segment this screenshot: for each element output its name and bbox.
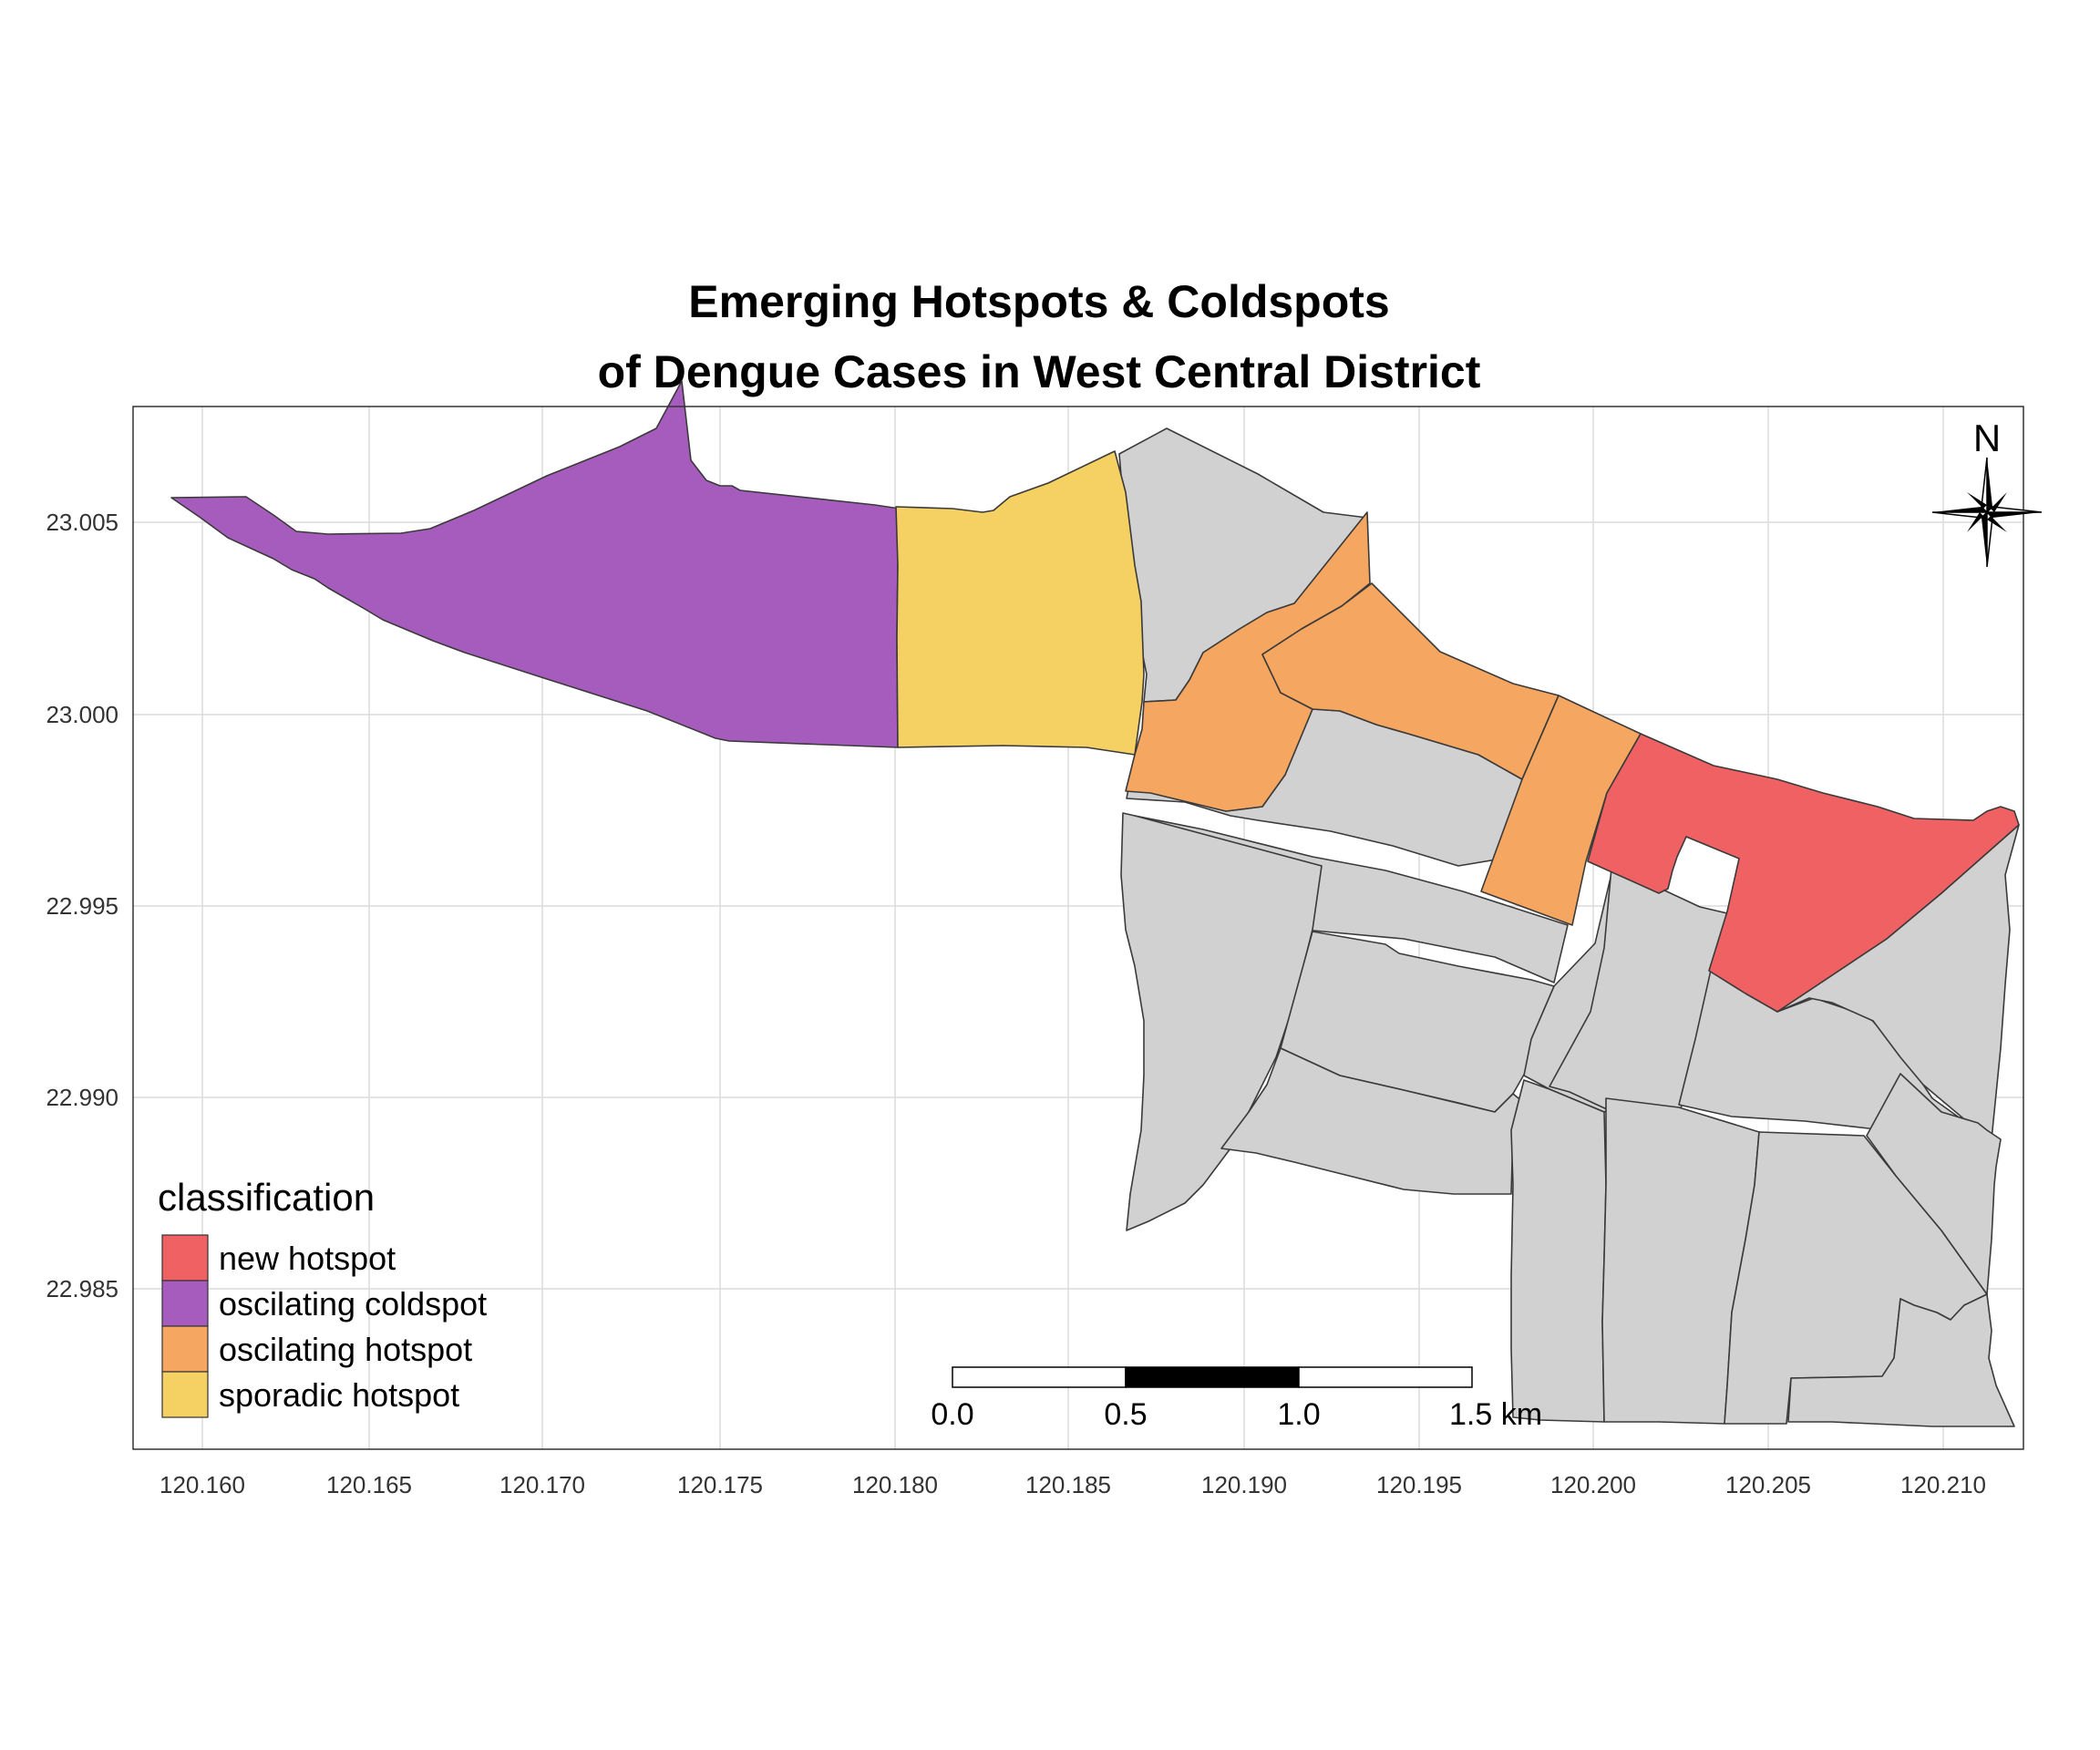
- x-tick-label: 120.180: [852, 1471, 938, 1498]
- legend-swatch-new-hotspot: [161, 1234, 209, 1282]
- legend-label: sporadic hotspot: [219, 1376, 459, 1414]
- classified-regions: [170, 380, 2020, 1013]
- scale-bar-label: 0.5: [1104, 1397, 1147, 1432]
- x-tick-label: 120.210: [1900, 1471, 1986, 1498]
- legend-label: oscilating coldspot: [219, 1285, 487, 1323]
- panel-border: [132, 406, 2024, 1450]
- y-tick-label: 23.005: [46, 509, 118, 536]
- x-tick-label: 120.165: [326, 1471, 412, 1498]
- x-tick-label: 120.195: [1376, 1471, 1462, 1498]
- scale-bar-label: 1.5 km: [1449, 1397, 1542, 1432]
- x-tick-label: 120.200: [1550, 1471, 1636, 1498]
- y-tick-label: 23.000: [46, 701, 118, 728]
- legend-title: classification: [158, 1176, 375, 1219]
- grey-region-s4: [1866, 1073, 2002, 1295]
- y-tick-label: 22.985: [46, 1275, 118, 1302]
- x-tick-label: 120.170: [499, 1471, 585, 1498]
- y-axis-tick-labels: 23.005 23.000 22.995 22.990 22.985: [46, 509, 118, 1302]
- unclassified-regions: [1118, 427, 2020, 1427]
- compass-star-icon: [1931, 457, 2043, 568]
- y-tick-label: 22.990: [46, 1084, 118, 1111]
- x-tick-label: 120.185: [1025, 1471, 1111, 1498]
- legend-label: oscilating hotspot: [219, 1331, 472, 1368]
- legend: classification new hotspot oscilating co…: [158, 1176, 487, 1418]
- scale-bar-label: 1.0: [1277, 1397, 1320, 1432]
- map-title-line-2: of Dengue Cases in West Central District: [598, 346, 1481, 397]
- y-tick-label: 22.995: [46, 892, 118, 920]
- legend-label: new hotspot: [219, 1240, 396, 1277]
- scale-bar-segment: [952, 1366, 1127, 1388]
- x-tick-label: 120.160: [160, 1471, 245, 1498]
- grey-region-c4: [1220, 1047, 1525, 1195]
- north-arrow: N: [1931, 417, 2043, 568]
- legend-swatch-oscilating-coldspot: [161, 1280, 209, 1327]
- x-tick-label: 120.205: [1725, 1471, 1811, 1498]
- region-oscilating-hotspot: [1480, 695, 1642, 926]
- grey-region-s1: [1510, 1079, 1607, 1423]
- map-panel: [133, 380, 2023, 1449]
- x-axis-tick-labels: 120.160 120.165 120.170 120.175 120.180 …: [160, 1471, 1986, 1498]
- scale-bar-segment: [1125, 1366, 1300, 1388]
- region-sporadic-hotspot: [895, 450, 1145, 756]
- map-title-line-1: Emerging Hotspots & Coldspots: [688, 276, 1389, 327]
- north-arrow-label: N: [1973, 417, 2001, 459]
- scale-bar-label: 0.0: [931, 1397, 973, 1432]
- x-tick-label: 120.190: [1201, 1471, 1287, 1498]
- legend-swatch-sporadic-hotspot: [161, 1371, 209, 1418]
- grey-region-s5: [1787, 1293, 2015, 1427]
- scale-bar: 0.0 0.5 1.0 1.5 km: [931, 1366, 1542, 1432]
- scale-bar-segment: [1298, 1366, 1473, 1388]
- x-tick-label: 120.175: [677, 1471, 763, 1498]
- region-new-hotspot: [1587, 733, 2020, 1013]
- legend-swatch-oscilating-hotspot: [161, 1325, 209, 1373]
